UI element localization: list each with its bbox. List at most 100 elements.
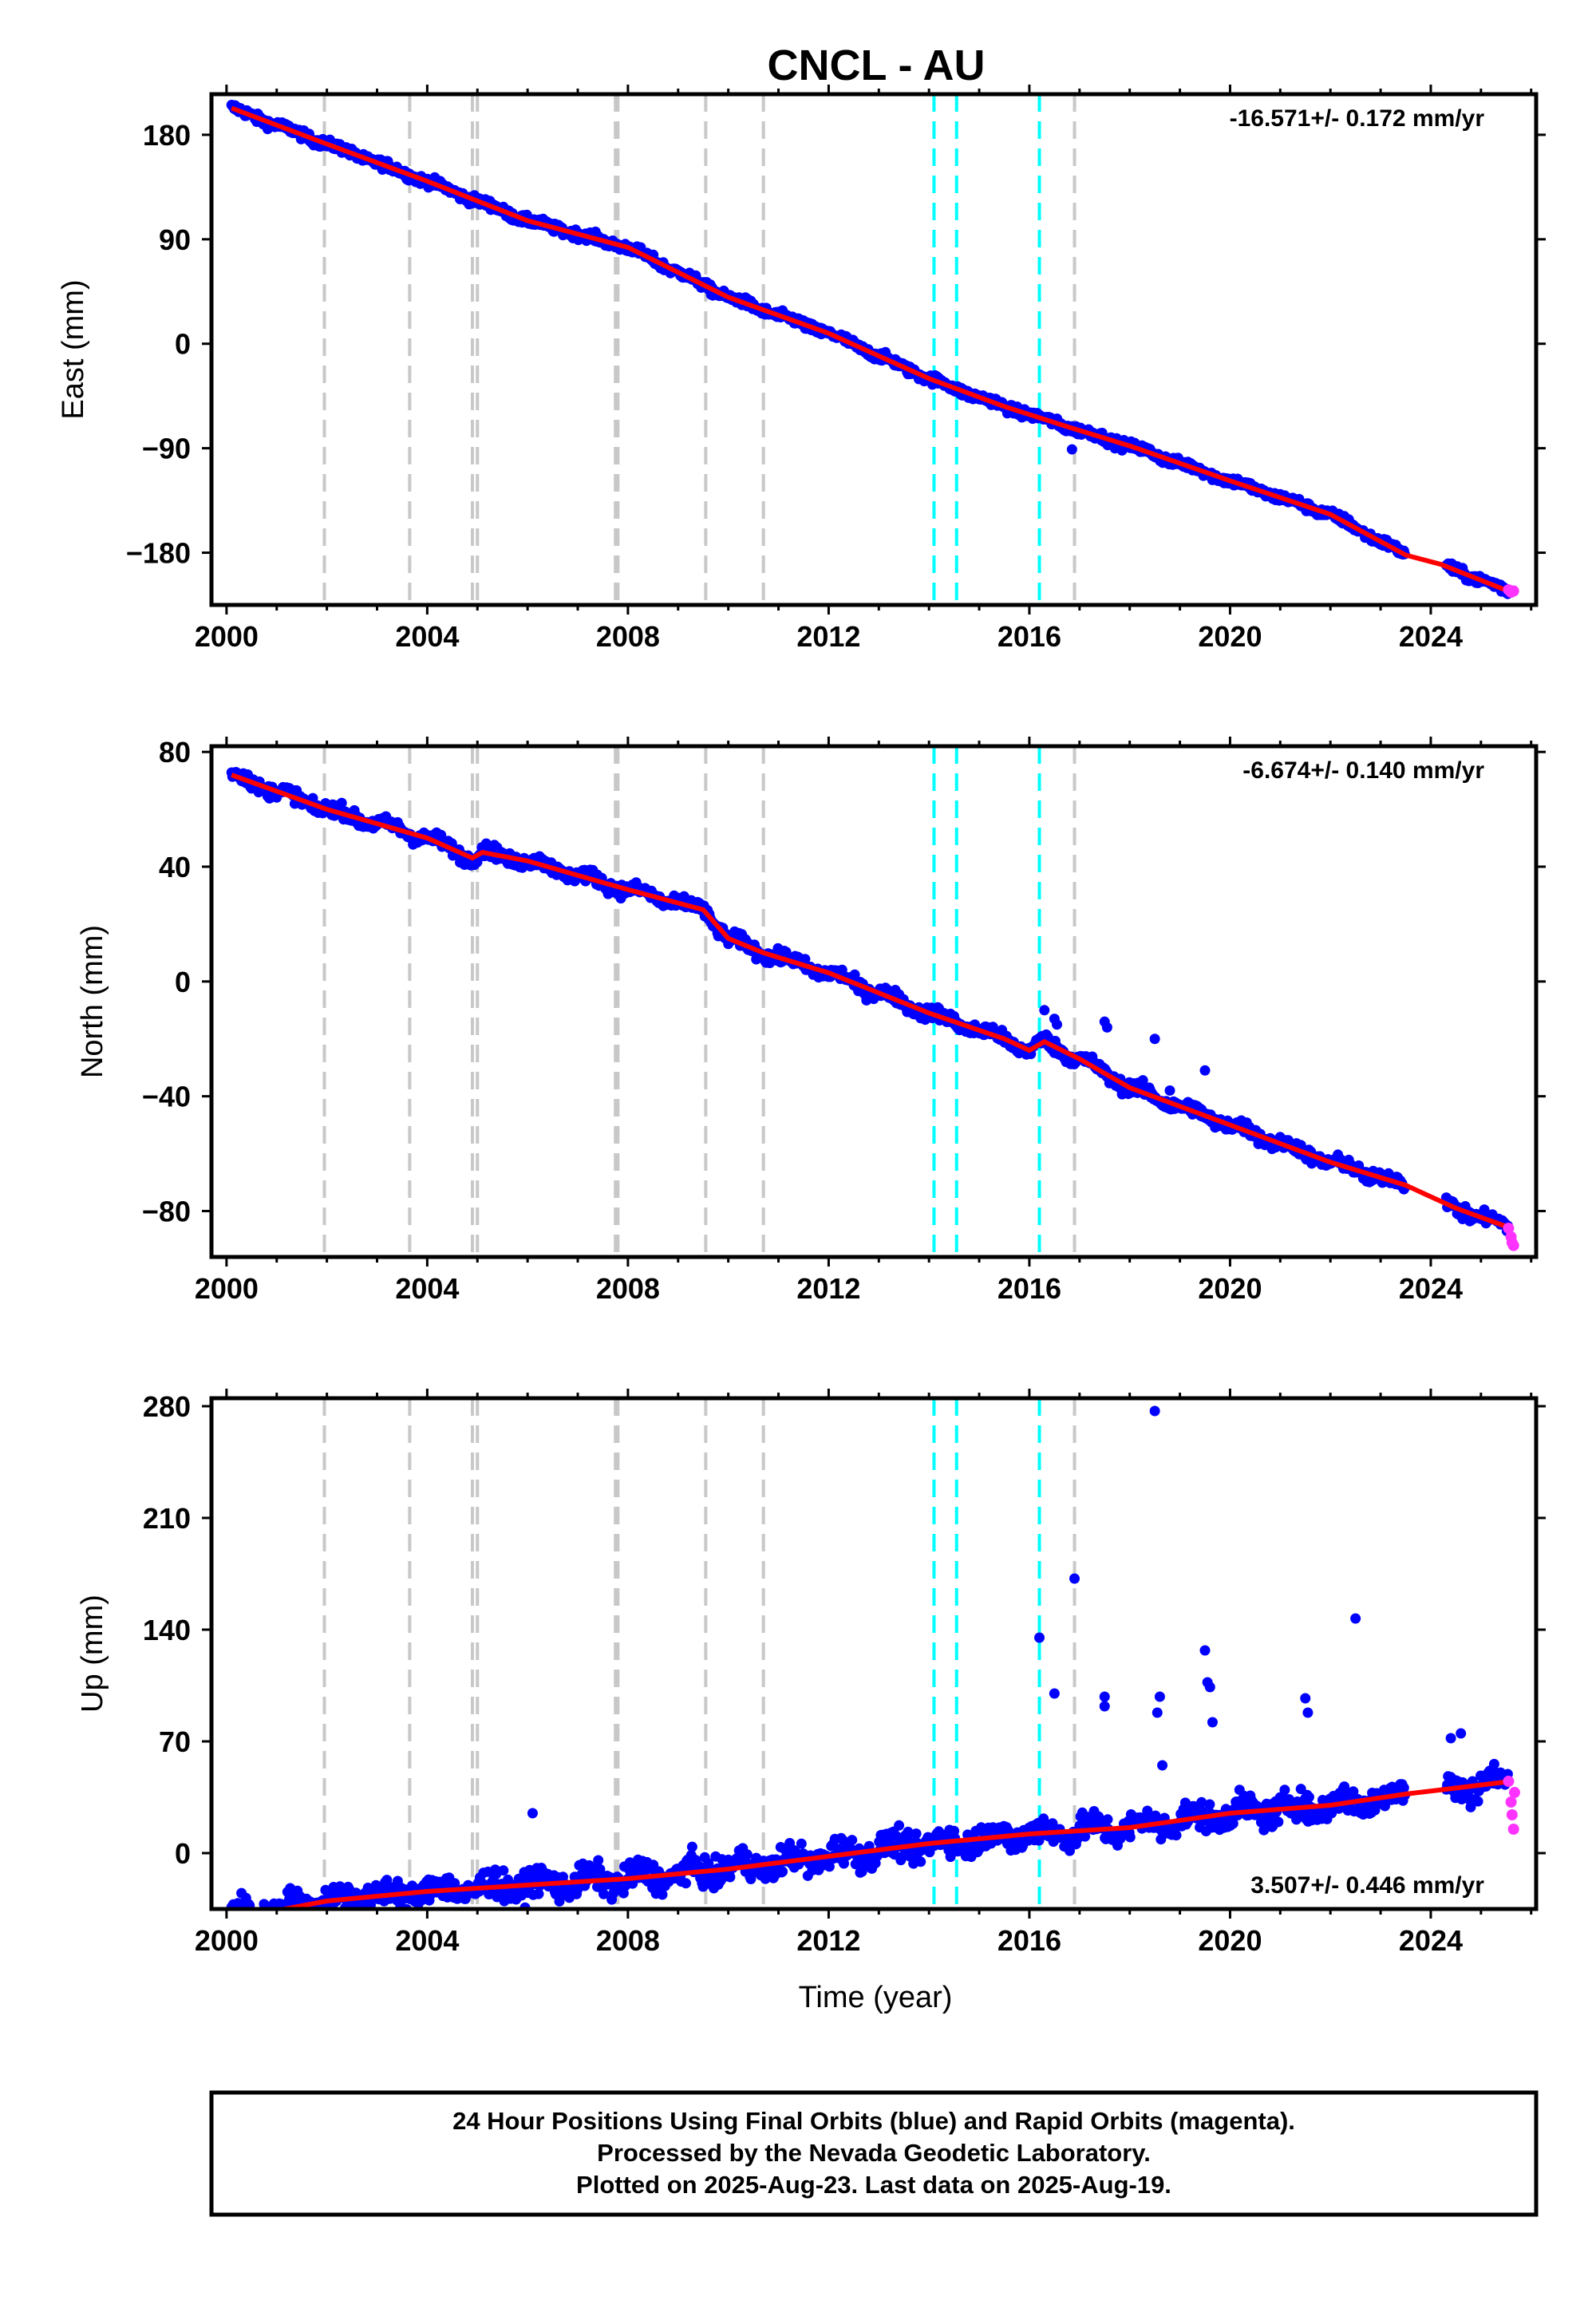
rapid-orbit-point [1508, 1787, 1520, 1798]
x-tick-label: 2000 [195, 1924, 259, 1957]
data-point [894, 1820, 905, 1831]
rapid-orbit-point [1507, 1239, 1519, 1251]
data-point [312, 1911, 322, 1921]
y-tick-label: 80 [159, 736, 191, 769]
data-point [1124, 1832, 1136, 1843]
data-point [265, 1916, 275, 1927]
outlier-point [1350, 1613, 1361, 1624]
x-tick-label: 2004 [395, 620, 459, 653]
velocity-rate-label: -16.571+/- 0.172 mm/yr [1230, 105, 1485, 132]
data-point [945, 1852, 956, 1863]
x-tick-label: 2020 [1198, 1924, 1262, 1957]
data-point [319, 1910, 330, 1920]
outlier-point [1149, 1405, 1160, 1417]
data-point [847, 1835, 858, 1846]
data-point [598, 1888, 609, 1899]
data-point [1171, 1830, 1182, 1841]
outlier-point [1039, 1005, 1050, 1016]
rapid-orbit-point [1503, 1776, 1515, 1787]
footer-line-1: 24 Hour Positions Using Final Orbits (bl… [452, 2107, 1295, 2135]
footer-line-2: Processed by the Nevada Geodetic Laborat… [597, 2139, 1151, 2167]
data-point [262, 1919, 272, 1930]
model-curve [231, 105, 1512, 595]
model-curve [265, 1779, 1511, 1909]
velocity-rate-label: -6.674+/- 0.140 mm/yr [1242, 757, 1484, 784]
x-tick-label: 2000 [195, 1272, 259, 1305]
outlier-point [1069, 1573, 1080, 1584]
data-point [240, 1912, 251, 1923]
y-tick-label: −80 [142, 1195, 191, 1227]
x-tick-label: 2008 [596, 1924, 660, 1957]
data-point [245, 1910, 255, 1920]
data-point [1273, 1816, 1284, 1828]
x-tick-label: 2008 [596, 1272, 660, 1305]
data-point [261, 1917, 271, 1927]
outlier-point [1164, 1085, 1175, 1096]
y-tick-label: 0 [175, 1837, 191, 1870]
outlier-point [1099, 1691, 1110, 1702]
outlier-point [527, 1808, 538, 1819]
data-point [299, 1914, 310, 1924]
data-point [263, 1922, 274, 1932]
data-point [1479, 1204, 1490, 1215]
data-point [1196, 1796, 1207, 1808]
data-point [1472, 1796, 1483, 1807]
data-point [1102, 1814, 1113, 1825]
rapid-orbit-point [1506, 1809, 1518, 1820]
data-point [248, 1911, 259, 1922]
data-point [268, 1915, 279, 1925]
footer-line-3: Plotted on 2025-Aug-23. Last data on 202… [576, 2171, 1171, 2199]
data-point [247, 1911, 258, 1921]
x-tick-label: 2004 [395, 1924, 459, 1957]
x-axis-label: Time (year) [799, 1981, 953, 2014]
data-point [800, 954, 811, 965]
outlier-point [1049, 1688, 1060, 1699]
data-point [533, 1888, 544, 1899]
x-tick-label: 2024 [1399, 1272, 1463, 1305]
data-point [253, 1911, 263, 1921]
data-point [903, 1826, 914, 1837]
y-tick-label: 140 [143, 1614, 191, 1646]
data-point [449, 1878, 460, 1889]
x-tick-label: 2012 [796, 1272, 860, 1305]
outlier-point [1101, 1022, 1112, 1033]
y-tick-label: 0 [175, 328, 191, 361]
data-point [796, 1838, 807, 1849]
data-point [1204, 1799, 1215, 1810]
x-tick-label: 2008 [596, 620, 660, 653]
data-point [1488, 1758, 1499, 1769]
outlier-point [1152, 1707, 1163, 1718]
data-point [593, 1855, 604, 1866]
data-point [725, 1871, 736, 1883]
east-panel: 2000 2004 2008 2012 2016 2020 2024 180 90 0 −90 −18… [57, 85, 1546, 653]
x-tick-label: 2000 [195, 620, 259, 653]
outlier-point [1034, 1632, 1045, 1643]
outlier-point [1199, 1645, 1211, 1656]
x-tick-label: 2016 [998, 1924, 1061, 1957]
data-point [315, 1910, 326, 1920]
outlier-point [1204, 1682, 1215, 1693]
data-point [915, 1856, 926, 1867]
footer-frame [209, 2090, 1539, 2217]
data-point [301, 1917, 311, 1927]
y-axis-label: North (mm) [76, 925, 109, 1078]
x-tick-label: 2016 [998, 620, 1061, 653]
data-point [282, 1912, 292, 1923]
data-point [1080, 1831, 1091, 1842]
data-point [554, 1895, 565, 1907]
data-point [257, 1911, 267, 1922]
data-point [624, 1857, 635, 1868]
data-point [1227, 1818, 1238, 1829]
data-point [1303, 1792, 1314, 1803]
rapid-orbit-point [1507, 1824, 1519, 1835]
y-axis-label: East (mm) [57, 279, 90, 419]
x-tick-label: 2020 [1198, 1272, 1262, 1305]
model-curve [231, 773, 1512, 1231]
data-point [251, 1911, 262, 1922]
y-tick-label: 40 [159, 851, 191, 883]
outlier-point [1300, 1693, 1311, 1704]
data-point [274, 1911, 284, 1922]
outlier-point [1302, 1707, 1314, 1718]
chart-title: CNCL - AU [768, 41, 986, 89]
data-point [824, 1861, 835, 1872]
